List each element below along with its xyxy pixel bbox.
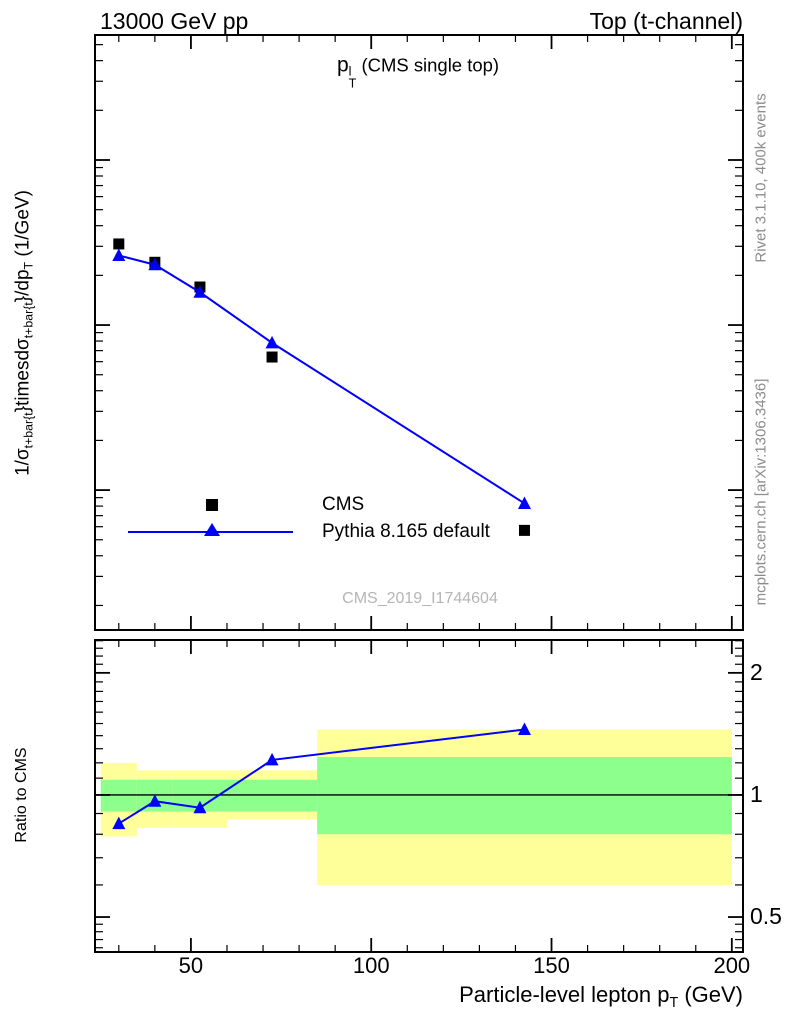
data-point-triangle	[148, 257, 162, 271]
ratio-panel-frame	[94, 639, 744, 953]
data-point-square	[518, 524, 530, 536]
legend-item: Pythia 8.165 default	[128, 519, 558, 545]
data-point-square	[113, 238, 125, 250]
data-point-triangle	[112, 248, 126, 261]
legend-item: CMS	[128, 492, 558, 518]
data-point-triangle	[193, 285, 207, 298]
legend-square-marker	[206, 499, 218, 511]
legend-triangle-marker	[204, 523, 220, 536]
data-point-triangle	[265, 335, 279, 349]
uncertainty-band-inner	[317, 757, 732, 835]
mc-prediction-line	[118, 254, 526, 505]
data-point-triangle	[517, 496, 531, 509]
main-panel-frame	[94, 34, 744, 631]
process-label: Top (t-channel)	[589, 8, 743, 34]
legend-item-label: CMS	[322, 494, 365, 515]
x-axis-label: Particle-level lepton pT (GeV)	[459, 982, 743, 1011]
data-point-triangle	[193, 800, 207, 814]
data-point-triangle	[112, 816, 126, 830]
data-point-triangle	[148, 794, 162, 807]
ratio-y-tick-label-right: 1	[750, 780, 763, 807]
data-point-triangle	[265, 752, 279, 766]
x-tick-label: 150	[533, 953, 570, 978]
x-tick-label: 100	[352, 953, 390, 978]
data-point-triangle	[517, 722, 531, 735]
ratio-y-tick-label-right: 0.5	[750, 903, 782, 930]
x-tick-label: 200	[713, 953, 751, 978]
beam-energy-label: 13000 GeV pp	[100, 8, 249, 34]
legend-item-label: Pythia 8.165 default	[322, 521, 490, 542]
data-point-square	[266, 351, 278, 363]
x-tick-label: 50	[178, 953, 204, 978]
analysis-id-watermark: CMS_2019_I1744604	[342, 590, 498, 607]
ratio-y-tick-label-right: 2	[750, 658, 763, 685]
uncertainty-band-inner	[226, 779, 318, 812]
